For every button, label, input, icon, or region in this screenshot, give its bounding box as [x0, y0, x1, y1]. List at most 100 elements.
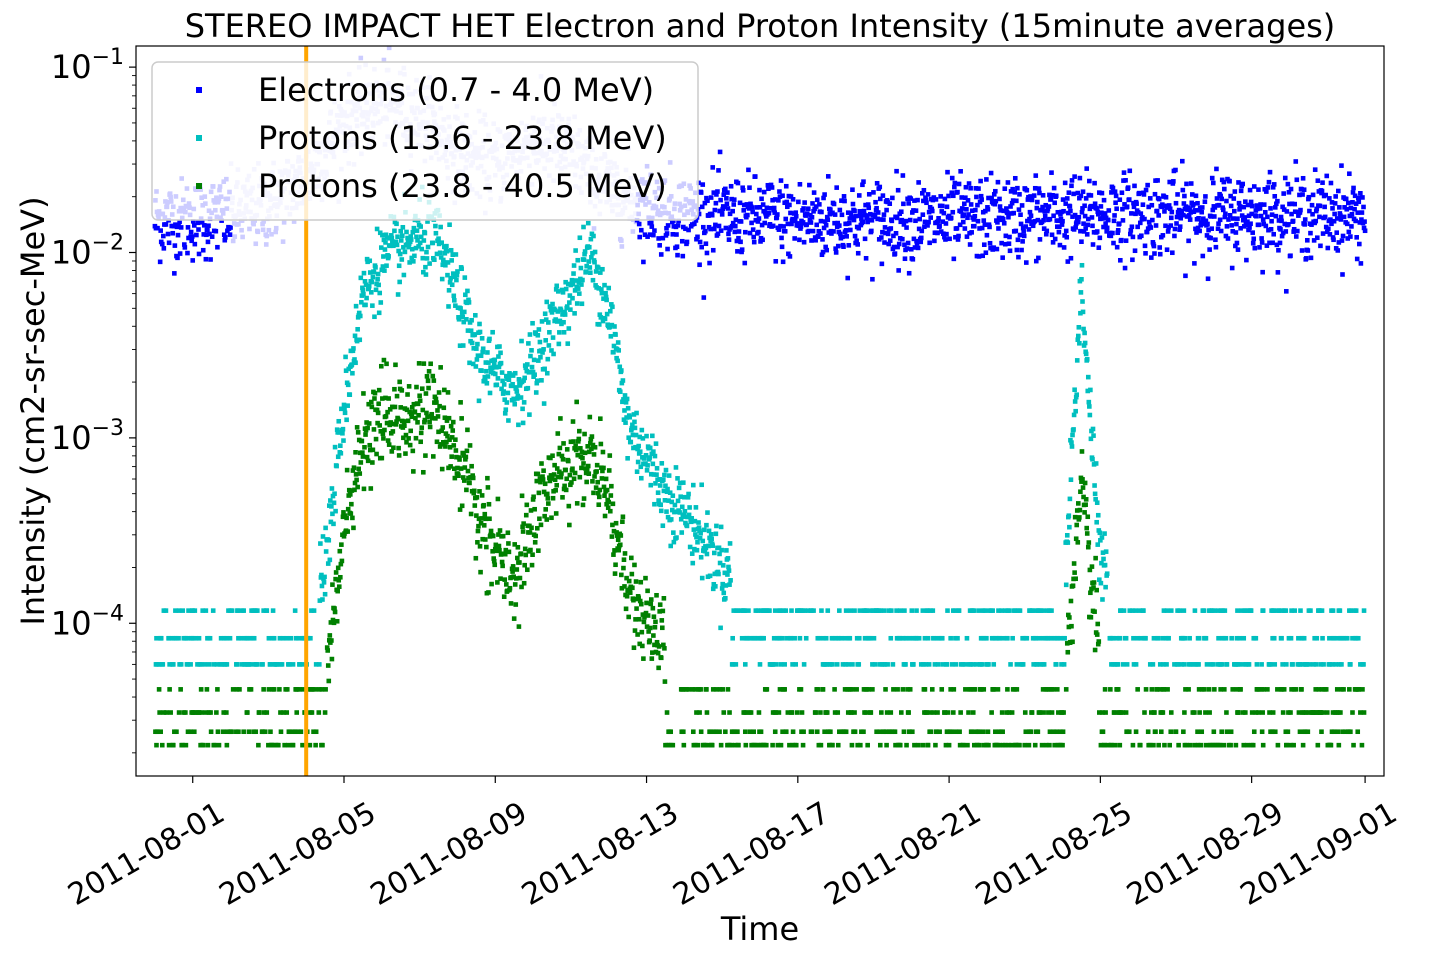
data-point — [461, 309, 467, 315]
data-point — [991, 687, 997, 692]
data-point — [609, 302, 614, 307]
data-point — [768, 205, 773, 211]
data-point — [710, 543, 716, 548]
data-point — [935, 662, 941, 667]
data-point — [662, 472, 667, 478]
data-point — [353, 472, 359, 477]
data-point — [660, 625, 665, 631]
data-point — [1138, 635, 1144, 641]
data-point — [588, 436, 594, 442]
data-point — [208, 729, 214, 735]
data-point — [1164, 247, 1170, 253]
data-point — [878, 608, 884, 613]
data-point — [800, 742, 806, 748]
data-point — [218, 635, 224, 641]
data-point — [1098, 204, 1104, 209]
data-point — [371, 427, 377, 432]
data-point — [1182, 635, 1188, 641]
data-point — [158, 635, 164, 641]
data-point — [480, 346, 486, 352]
data-point — [656, 644, 662, 649]
data-point — [648, 471, 654, 477]
data-point — [1205, 221, 1210, 227]
data-point — [312, 687, 318, 692]
data-point — [696, 211, 702, 217]
data-point — [883, 729, 889, 735]
data-point — [261, 608, 266, 613]
data-point — [700, 538, 706, 544]
data-point — [516, 422, 521, 428]
data-point — [1084, 531, 1090, 536]
data-point — [945, 710, 951, 715]
data-point — [690, 560, 696, 566]
data-point — [542, 311, 548, 317]
data-point — [465, 288, 470, 294]
data-point — [706, 528, 712, 534]
data-point — [485, 485, 491, 490]
data-point — [1167, 206, 1173, 212]
data-point — [376, 310, 382, 316]
data-point — [944, 662, 950, 667]
data-point — [192, 223, 197, 228]
data-point — [902, 608, 907, 613]
data-point — [651, 472, 657, 477]
data-point — [991, 662, 997, 667]
data-point — [681, 742, 687, 748]
data-point — [399, 257, 405, 262]
data-point — [1191, 201, 1196, 207]
data-point — [841, 244, 846, 250]
data-point — [1246, 227, 1251, 233]
data-point — [912, 742, 917, 748]
data-point — [1133, 608, 1138, 613]
data-point — [704, 687, 709, 692]
data-point — [1177, 224, 1183, 229]
data-point — [574, 501, 580, 506]
data-point — [1075, 337, 1081, 343]
data-point — [1320, 231, 1326, 236]
data-point — [856, 193, 862, 198]
data-point — [355, 484, 360, 490]
data-point — [1024, 187, 1030, 193]
data-point — [1037, 237, 1043, 242]
data-point — [575, 439, 581, 444]
data-point — [353, 303, 359, 309]
data-point — [697, 528, 702, 534]
data-point — [386, 396, 391, 401]
data-point — [496, 364, 502, 370]
data-point — [1099, 210, 1104, 216]
data-point — [1124, 204, 1130, 209]
data-point — [281, 710, 286, 715]
data-point — [619, 585, 625, 591]
data-point — [1311, 238, 1317, 243]
data-point — [1000, 635, 1006, 641]
data-point — [411, 469, 416, 474]
data-point — [1056, 710, 1061, 715]
data-point — [158, 729, 163, 735]
data-point — [333, 570, 339, 575]
data-point — [932, 635, 937, 641]
data-point — [1051, 729, 1056, 735]
data-point — [1012, 175, 1018, 181]
data-point — [622, 408, 627, 413]
data-point — [677, 480, 683, 486]
data-point — [811, 190, 817, 195]
data-point — [713, 729, 719, 735]
data-point — [465, 328, 471, 333]
data-point — [563, 487, 569, 493]
data-point — [726, 564, 731, 570]
data-point — [942, 196, 948, 202]
data-point — [905, 240, 911, 246]
data-point — [770, 223, 776, 229]
data-point — [282, 742, 287, 748]
data-point — [1173, 200, 1179, 206]
data-point — [577, 291, 582, 296]
data-point — [1239, 213, 1245, 218]
data-point — [380, 232, 385, 238]
data-point — [1104, 229, 1109, 234]
data-point — [989, 195, 994, 201]
data-point — [1105, 217, 1111, 223]
data-point — [273, 229, 279, 235]
data-point — [661, 488, 667, 494]
data-point — [199, 220, 205, 225]
data-point — [475, 341, 480, 347]
